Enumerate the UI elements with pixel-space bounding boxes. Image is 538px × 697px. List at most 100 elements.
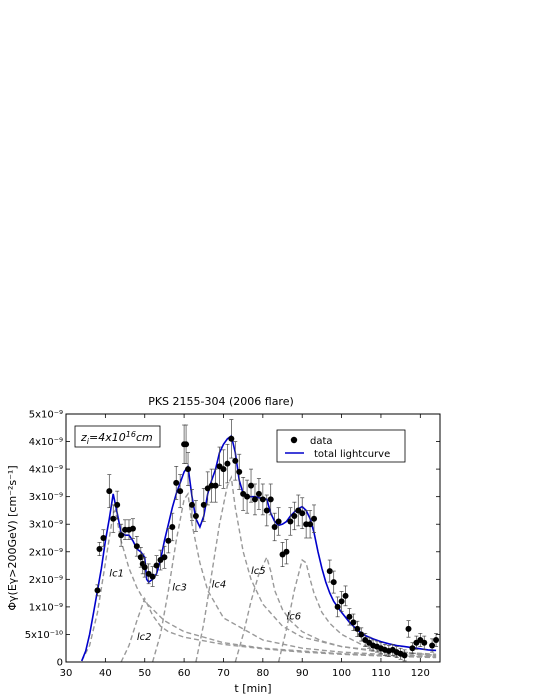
data-point bbox=[354, 620, 361, 637]
component-label-lc3: lc3 bbox=[172, 582, 187, 593]
data-point bbox=[279, 542, 286, 568]
data-point bbox=[401, 649, 408, 662]
component-curve-lc1 bbox=[81, 508, 437, 662]
data-marker bbox=[96, 546, 103, 553]
data-marker bbox=[224, 460, 231, 467]
data-marker bbox=[244, 493, 251, 500]
data-marker bbox=[141, 564, 148, 571]
data-marker bbox=[161, 554, 168, 561]
data-point bbox=[330, 570, 337, 594]
data-point bbox=[188, 489, 195, 521]
data-marker bbox=[137, 554, 144, 561]
y-tick-label: 2x10⁻⁹ bbox=[29, 575, 63, 586]
data-point bbox=[224, 443, 231, 484]
data-marker bbox=[200, 501, 207, 508]
chart-title: PKS 2155-304 (2006 flare) bbox=[148, 395, 294, 408]
x-tick-label: 100 bbox=[332, 668, 351, 679]
data-point bbox=[100, 529, 107, 547]
y-tick-label: 2x10⁻⁹ bbox=[29, 547, 63, 558]
data-point bbox=[153, 555, 160, 576]
data-point bbox=[232, 441, 239, 481]
data-marker bbox=[405, 625, 412, 632]
data-point bbox=[299, 497, 306, 529]
data-marker bbox=[251, 496, 258, 503]
data-marker bbox=[165, 537, 172, 544]
data-point bbox=[185, 452, 192, 486]
data-point bbox=[275, 507, 282, 536]
data-marker bbox=[100, 535, 107, 541]
data-point bbox=[429, 638, 436, 653]
y-axis-label: Φγ(Eγ>200GeV) [cm⁻²s⁻¹] bbox=[6, 465, 19, 610]
x-tick-label: 60 bbox=[178, 668, 191, 679]
data-marker bbox=[232, 457, 239, 464]
data-marker bbox=[342, 592, 349, 599]
data-point bbox=[114, 490, 121, 520]
data-marker bbox=[236, 468, 243, 475]
y-tick-label: 5x10⁻¹⁰ bbox=[25, 630, 63, 641]
data-point bbox=[165, 528, 172, 554]
x-tick-label: 30 bbox=[60, 668, 73, 679]
data-point bbox=[283, 539, 290, 565]
data-marker bbox=[263, 507, 270, 514]
data-point bbox=[169, 512, 176, 542]
x-axis-label: t [min] bbox=[234, 682, 271, 695]
data-marker bbox=[346, 613, 353, 620]
data-point bbox=[173, 466, 180, 500]
data-point bbox=[240, 477, 247, 511]
data-point bbox=[228, 419, 235, 459]
data-marker bbox=[192, 512, 199, 519]
component-curve-lc3 bbox=[151, 492, 437, 662]
data-marker bbox=[429, 642, 436, 649]
data-point bbox=[204, 471, 211, 506]
data-point bbox=[409, 642, 416, 655]
legend-label-data: data bbox=[310, 436, 333, 447]
x-tick-label: 40 bbox=[99, 668, 112, 679]
x-tick-label: 80 bbox=[256, 668, 269, 679]
y-tick-label: 0 bbox=[57, 658, 63, 669]
plot-area: lc1 lc2 lc3 lc4 lc5 lc6 bbox=[80, 419, 440, 662]
data-point bbox=[259, 483, 266, 516]
data-point bbox=[421, 635, 428, 650]
component-curve-lc5 bbox=[234, 555, 437, 662]
data-point bbox=[192, 500, 199, 532]
data-marker bbox=[153, 562, 160, 569]
data-marker bbox=[350, 619, 357, 626]
data-point bbox=[255, 478, 262, 510]
data-point bbox=[161, 545, 168, 569]
data-point bbox=[133, 535, 140, 557]
data-marker bbox=[133, 543, 140, 550]
plot-frame bbox=[65, 413, 441, 663]
data-marker bbox=[212, 482, 219, 489]
y-tick-label: 4x10⁻⁹ bbox=[29, 465, 63, 476]
data-marker bbox=[401, 652, 408, 659]
data-point bbox=[346, 608, 353, 626]
data-point bbox=[307, 510, 314, 539]
data-marker bbox=[118, 532, 125, 539]
data-marker bbox=[169, 523, 176, 530]
plot-content bbox=[80, 419, 440, 662]
data-marker bbox=[149, 573, 156, 580]
data-marker bbox=[291, 512, 298, 519]
data-marker bbox=[334, 603, 341, 610]
data-point bbox=[220, 449, 227, 489]
data-marker bbox=[307, 521, 314, 528]
component-label-lc4: lc4 bbox=[212, 580, 227, 591]
parameter-annotation: zi=4x1016cm bbox=[74, 425, 161, 448]
y-tick-label: 1x10⁻⁹ bbox=[29, 602, 63, 613]
data-marker bbox=[311, 515, 318, 522]
data-point bbox=[145, 563, 152, 585]
data-point bbox=[350, 613, 357, 631]
data-marker bbox=[283, 548, 290, 555]
data-marker bbox=[106, 488, 113, 495]
component-curve-lc4 bbox=[195, 474, 437, 662]
legend-box bbox=[276, 429, 406, 463]
data-point bbox=[183, 424, 190, 464]
data-marker bbox=[275, 518, 282, 525]
data-marker bbox=[326, 568, 333, 575]
data-point bbox=[334, 596, 341, 618]
data-point bbox=[212, 468, 219, 503]
data-point bbox=[236, 453, 243, 490]
data-point bbox=[263, 494, 270, 527]
y-tick-label: 3x10⁻⁹ bbox=[29, 520, 63, 531]
data-marker bbox=[338, 598, 345, 605]
